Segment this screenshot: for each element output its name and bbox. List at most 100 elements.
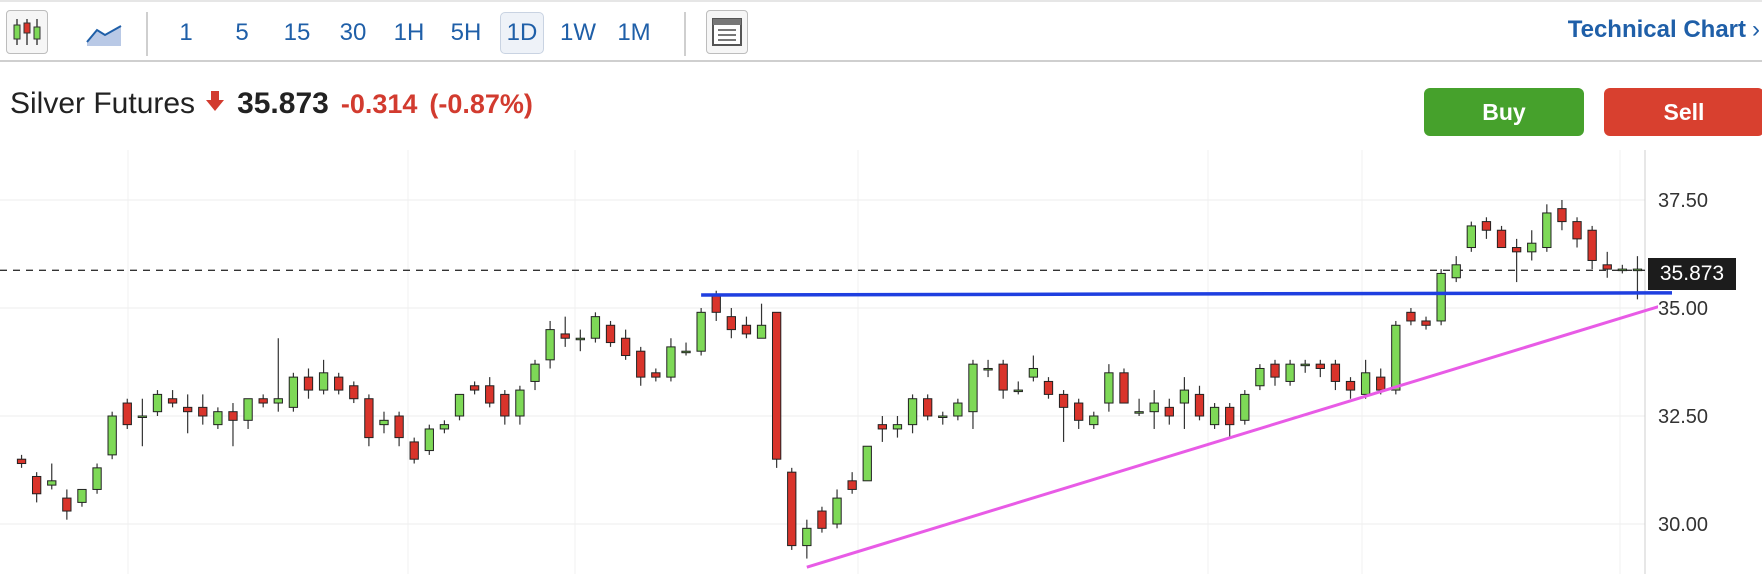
candle-body xyxy=(530,363,540,382)
candle-body xyxy=(334,376,344,391)
interval-1h[interactable]: 1H xyxy=(393,19,425,46)
chevron-right-icon: › xyxy=(1752,16,1760,43)
candle-body xyxy=(1043,380,1054,395)
candle-body xyxy=(167,398,178,404)
candle-body xyxy=(379,419,389,426)
price-change: -0.314 xyxy=(340,88,418,119)
quote-header: Silver Futures 35.873 -0.314 (-0.87%) xyxy=(10,82,533,126)
candle-body xyxy=(998,363,1008,391)
candle-body xyxy=(1255,367,1265,387)
candle-body xyxy=(1542,212,1552,249)
candle-body xyxy=(16,458,27,465)
candle-body xyxy=(1572,221,1582,240)
candle-body xyxy=(968,363,978,413)
candle-body xyxy=(1391,324,1401,391)
interval-1w[interactable]: 1W xyxy=(560,19,596,46)
candle-body xyxy=(1179,389,1190,404)
candle-body xyxy=(1527,242,1537,253)
candle-body xyxy=(92,467,102,490)
candle-body xyxy=(1617,268,1628,272)
price-chart[interactable] xyxy=(0,150,1762,574)
sell-button[interactable]: Sell xyxy=(1604,88,1762,136)
candle-body xyxy=(273,398,283,404)
price-change-percent: (-0.87%) xyxy=(429,88,533,119)
candle-body xyxy=(349,385,359,400)
candle-body xyxy=(756,324,767,339)
candle-body xyxy=(802,527,812,547)
trend-line xyxy=(806,302,1669,569)
interval-30[interactable]: 30 xyxy=(339,19,367,46)
toolbar-divider xyxy=(146,12,148,56)
candle-body xyxy=(832,497,842,525)
candle-body xyxy=(560,333,570,339)
candle-body xyxy=(198,406,208,417)
candle-body xyxy=(1134,411,1144,414)
candle-body xyxy=(787,471,797,547)
candle-body xyxy=(696,311,706,352)
candle-body xyxy=(907,398,918,426)
candle-body xyxy=(1436,272,1446,322)
candle-body xyxy=(1315,363,1325,369)
candle-body xyxy=(318,372,329,391)
last-price-tag: 35.873 xyxy=(1648,258,1736,290)
candle-body xyxy=(31,475,42,495)
candle-body xyxy=(847,480,857,490)
candle-body xyxy=(1225,406,1235,426)
candle-body xyxy=(485,385,495,404)
interval-15[interactable]: 15 xyxy=(283,19,311,46)
candle-body xyxy=(923,398,933,417)
candle-body xyxy=(1632,268,1643,272)
interval-5[interactable]: 5 xyxy=(235,19,249,46)
candle-body xyxy=(1466,225,1476,249)
candle-body xyxy=(288,376,299,408)
y-axis-tick: 30.00 xyxy=(1658,514,1709,536)
candle-body xyxy=(1421,320,1431,326)
candle-body xyxy=(469,385,480,391)
candle-body xyxy=(711,294,721,313)
candle-body xyxy=(1406,311,1416,322)
interval-1[interactable]: 1 xyxy=(179,19,193,46)
layout-panel-icon[interactable] xyxy=(706,10,748,54)
candle-body xyxy=(424,428,434,452)
candle-body xyxy=(1345,380,1356,391)
buy-button[interactable]: Buy xyxy=(1424,88,1584,136)
candle-body xyxy=(1330,363,1341,382)
candle-body xyxy=(1285,363,1295,382)
last-price: 35.873 xyxy=(237,87,329,120)
candle-body xyxy=(62,497,72,512)
candle-body xyxy=(1089,415,1099,426)
interval-1m[interactable]: 1M xyxy=(617,19,651,46)
candle-body xyxy=(862,445,872,482)
candle-body xyxy=(892,424,903,430)
candle-body xyxy=(213,411,223,426)
candle-body xyxy=(953,402,963,417)
down-arrow-icon xyxy=(205,90,225,119)
candle-body xyxy=(1481,221,1492,231)
interval-5h[interactable]: 5H xyxy=(450,19,482,46)
toolbar-divider xyxy=(684,12,686,56)
candle-body xyxy=(877,424,888,430)
candle-body xyxy=(228,411,238,421)
candle-body xyxy=(122,402,132,426)
candle-body xyxy=(741,324,752,335)
candle-body xyxy=(726,316,736,331)
candle-body xyxy=(137,415,148,418)
interval-1d[interactable]: 1D xyxy=(500,12,544,54)
candlestick-chart-icon[interactable] xyxy=(6,10,48,54)
candle-body xyxy=(605,324,616,344)
candle-body xyxy=(1119,372,1129,404)
candle-body xyxy=(258,398,268,404)
candle-body xyxy=(1209,406,1220,426)
candle-body xyxy=(515,389,525,417)
candle-body xyxy=(500,393,510,417)
area-chart-icon[interactable] xyxy=(82,12,126,54)
y-axis-tick: 32.50 xyxy=(1658,406,1709,428)
technical-chart-link[interactable]: Technical Chart › xyxy=(1568,16,1760,44)
candle-body xyxy=(439,424,450,430)
candle-body xyxy=(666,346,676,378)
candle-body xyxy=(1149,402,1159,413)
candle-body xyxy=(1028,367,1039,378)
candle-body xyxy=(1451,264,1461,279)
candle-body xyxy=(938,415,948,418)
candle-body xyxy=(1013,389,1023,393)
